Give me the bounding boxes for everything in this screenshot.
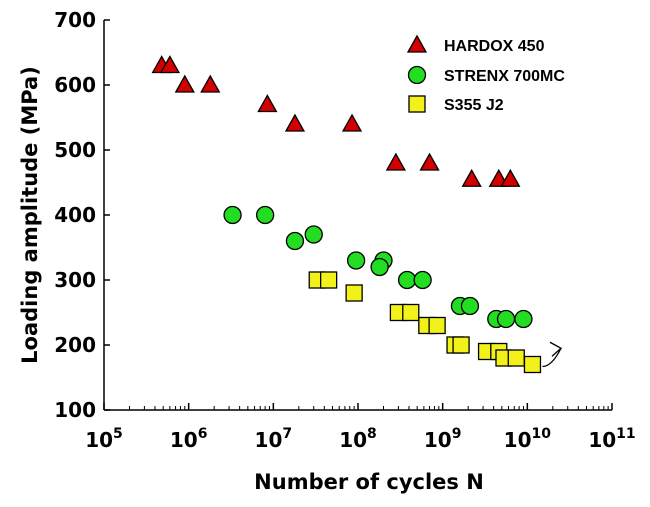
circle-point xyxy=(460,296,480,316)
y-tick-label: 200 xyxy=(54,333,96,357)
legend-label: HARDOX 450 xyxy=(444,38,545,55)
triangle-point xyxy=(284,113,306,132)
square-point xyxy=(452,336,470,354)
legend-marker-triangle xyxy=(406,34,428,53)
legend-marker-square xyxy=(408,95,426,113)
y-tick-label: 100 xyxy=(54,398,96,422)
circle-point xyxy=(346,251,366,270)
square-point xyxy=(428,316,446,335)
triangle-point xyxy=(385,152,406,171)
x-tick-label: 105 xyxy=(85,426,123,452)
legend-label: S355 J2 xyxy=(444,97,504,114)
circle-point xyxy=(413,270,432,290)
runout-arrow xyxy=(542,347,562,368)
triangle-point xyxy=(500,168,521,187)
x-tick-label: 1011 xyxy=(588,426,635,452)
square-point xyxy=(507,349,525,367)
legend-marker-circle xyxy=(407,65,427,85)
x-axis-title: Number of cycles N xyxy=(254,470,484,494)
triangle-point xyxy=(174,74,195,93)
x-tick-label: 106 xyxy=(170,426,208,452)
square-point xyxy=(345,284,363,302)
y-tick-label: 400 xyxy=(54,203,96,227)
axes: 100 200 300 400 500 600 700 105 106 107 108 109 1010… xyxy=(54,8,635,452)
triangle-point xyxy=(461,168,482,187)
circle-point xyxy=(285,231,305,251)
legend: HARDOX 450 STRENX 700MC S355 J2 xyxy=(406,34,565,114)
y-tick-label: 600 xyxy=(54,73,96,97)
triangle-point xyxy=(257,94,278,113)
series-triangle xyxy=(151,55,521,187)
circle-point xyxy=(514,309,533,329)
square-point xyxy=(523,355,542,374)
x-tick-label: 107 xyxy=(255,426,293,452)
y-tick-label: 700 xyxy=(54,8,96,32)
runout-arrowhead xyxy=(549,341,563,357)
x-tick-label: 108 xyxy=(339,426,377,452)
circle-point xyxy=(304,225,323,244)
circle-point xyxy=(370,257,389,277)
circle-point xyxy=(496,309,516,329)
y-axis-title: Loading amplitude (MPa) xyxy=(18,66,42,364)
triangle-point xyxy=(341,113,363,132)
y-tick-label: 500 xyxy=(54,138,96,162)
triangle-point xyxy=(419,152,440,171)
square-point xyxy=(402,303,420,322)
x-tick-label: 109 xyxy=(424,426,462,452)
x-tick-label: 1010 xyxy=(504,426,552,452)
square-point xyxy=(319,271,338,289)
series-square xyxy=(308,271,542,374)
legend-label: STRENX 700MC xyxy=(444,68,565,85)
circle-point xyxy=(397,270,417,290)
triangle-point xyxy=(200,74,221,93)
circle-point xyxy=(255,205,275,225)
y-tick-label: 300 xyxy=(54,268,96,292)
circle-point xyxy=(223,205,242,225)
triangle-point xyxy=(159,55,180,74)
data-points xyxy=(151,55,542,374)
series-circle xyxy=(223,205,533,329)
